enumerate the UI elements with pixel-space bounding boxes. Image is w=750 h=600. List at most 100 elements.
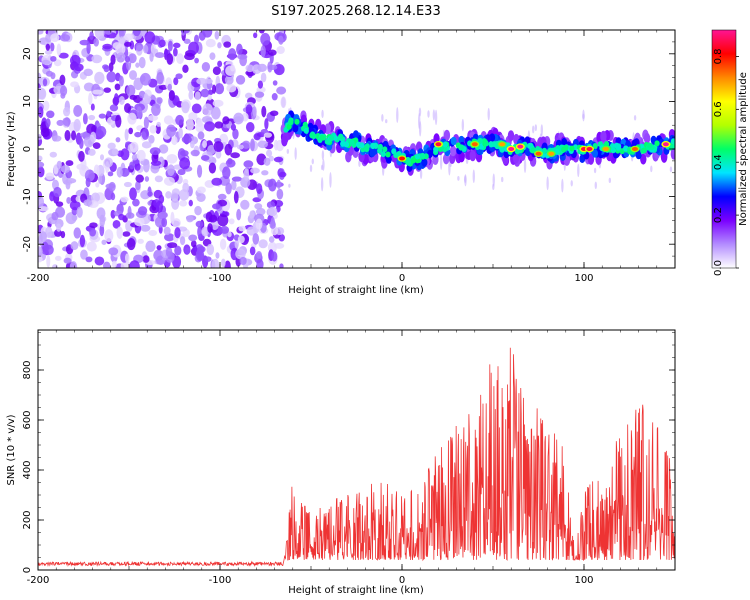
- noise-speckle: [273, 139, 279, 151]
- noise-speckle: [116, 226, 123, 239]
- noise-speckle: [230, 123, 237, 131]
- noise-speckle: [222, 116, 230, 125]
- noise-speckle: [38, 256, 43, 263]
- noise-speckle: [260, 72, 267, 83]
- noise-speckle: [239, 54, 248, 67]
- snr-y-tick-label: 800: [22, 360, 33, 379]
- noise-speckle: [45, 118, 51, 128]
- faint-streak: [534, 124, 538, 132]
- noise-speckle: [64, 129, 71, 142]
- noise-speckle: [267, 64, 278, 71]
- noise-speckle: [38, 161, 45, 168]
- faint-streak: [432, 109, 436, 121]
- noise-speckle: [239, 256, 247, 266]
- faint-streak: [593, 167, 597, 174]
- noise-speckle: [79, 132, 91, 138]
- noise-speckle: [173, 77, 179, 86]
- noise-speckle: [175, 73, 183, 80]
- noise-speckle: [217, 60, 223, 68]
- noise-speckle: [227, 157, 233, 165]
- noise-speckle: [138, 56, 146, 69]
- noise-speckle: [240, 199, 250, 210]
- noise-speckle: [55, 255, 62, 261]
- noise-speckle: [253, 133, 261, 141]
- spectrogram-y-tick-label: 20: [22, 47, 33, 60]
- faint-streak: [669, 166, 673, 173]
- faint-streak: [381, 114, 384, 122]
- noise-speckle: [214, 121, 224, 129]
- noise-speckle: [222, 166, 231, 180]
- noise-speckle: [125, 220, 133, 232]
- noise-speckle: [156, 245, 162, 251]
- spectrogram-x-tick-label: -200: [27, 273, 50, 284]
- noise-speckle: [163, 115, 174, 125]
- noise-speckle: [207, 89, 214, 96]
- noise-speckle: [217, 193, 227, 201]
- noise-speckle: [220, 226, 230, 234]
- noise-speckle: [129, 94, 138, 100]
- faint-streak: [464, 174, 467, 187]
- noise-speckle: [249, 246, 256, 256]
- faint-streak: [523, 158, 527, 173]
- noise-speckle: [190, 140, 195, 149]
- noise-speckle: [269, 110, 279, 117]
- noise-speckle: [124, 56, 130, 63]
- noise-speckle: [104, 157, 114, 168]
- noise-speckle: [225, 182, 232, 195]
- noise-speckle: [154, 52, 165, 59]
- noise-speckle: [180, 150, 189, 157]
- ridge-peak: [535, 151, 542, 156]
- faint-streak: [396, 107, 399, 123]
- noise-speckle: [103, 87, 112, 93]
- ridge-cell: [569, 145, 575, 152]
- faint-streak: [532, 125, 535, 134]
- ridge-peak: [499, 142, 506, 147]
- noise-speckle: [280, 96, 287, 109]
- ridge-cell: [377, 143, 383, 150]
- noise-speckle: [132, 30, 141, 37]
- noise-speckle: [140, 72, 151, 86]
- ridge-cell: [647, 142, 653, 149]
- noise-speckle: [60, 230, 66, 239]
- noise-speckle: [261, 105, 267, 118]
- noise-speckle: [39, 231, 47, 243]
- noise-speckle: [155, 200, 164, 213]
- noise-speckle: [263, 132, 273, 138]
- noise-speckle: [194, 91, 201, 101]
- noise-speckle: [250, 138, 255, 152]
- noise-speckle: [101, 239, 107, 245]
- noise-speckle: [182, 182, 190, 193]
- noise-speckle: [196, 192, 206, 202]
- noise-speckle: [171, 198, 180, 210]
- ridge-peak: [586, 147, 593, 151]
- noise-speckle: [185, 118, 194, 131]
- colorbar-tick-label: 0.4: [713, 154, 724, 170]
- noise-speckle: [149, 52, 154, 62]
- noise-speckle: [191, 103, 202, 114]
- noise-speckle: [102, 64, 109, 70]
- faint-streak: [418, 120, 422, 137]
- noise-speckle: [272, 80, 278, 86]
- noise-speckle: [126, 238, 136, 251]
- noise-speckle: [204, 121, 216, 132]
- noise-speckle: [167, 242, 178, 249]
- noise-speckle: [228, 48, 237, 61]
- noise-speckle: [90, 103, 95, 111]
- noise-speckle: [38, 246, 43, 257]
- noise-speckle: [232, 128, 239, 140]
- noise-speckle: [38, 206, 49, 212]
- noise-speckle: [115, 137, 121, 143]
- noise-speckle: [134, 131, 142, 138]
- ridge-peak: [631, 147, 638, 151]
- noise-speckle: [166, 124, 177, 137]
- noise-speckle: [62, 117, 71, 126]
- noise-speckle: [98, 113, 106, 119]
- noise-speckle: [276, 86, 287, 95]
- ridge-cell: [328, 135, 335, 142]
- noise-speckle: [233, 116, 243, 122]
- noise-speckle: [120, 148, 130, 161]
- noise-speckle: [65, 160, 74, 167]
- faint-streak: [594, 181, 597, 190]
- ridge-peak: [399, 156, 405, 161]
